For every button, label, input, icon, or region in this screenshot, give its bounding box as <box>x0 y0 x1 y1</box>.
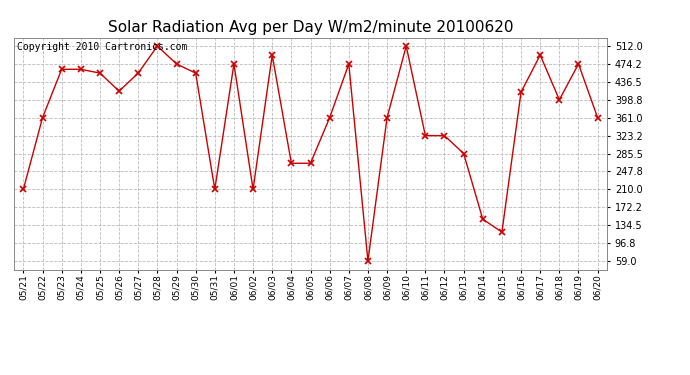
Text: Copyright 2010 Cartronics.com: Copyright 2010 Cartronics.com <box>17 42 187 52</box>
Title: Solar Radiation Avg per Day W/m2/minute 20100620: Solar Radiation Avg per Day W/m2/minute … <box>108 20 513 35</box>
